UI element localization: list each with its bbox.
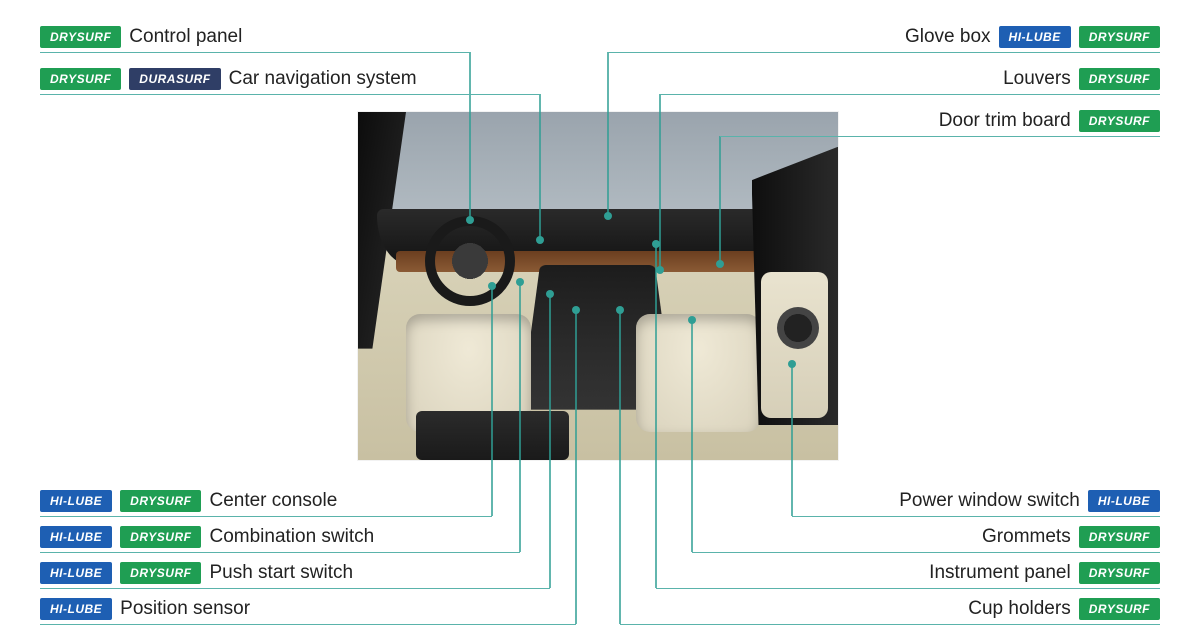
badge-drysurf: DRYSURF bbox=[1079, 598, 1160, 620]
callout-rule bbox=[40, 52, 470, 53]
badge-drysurf: DRYSURF bbox=[1079, 562, 1160, 584]
callout-car-nav: DRYSURF DURASURF Car navigation system bbox=[40, 66, 417, 92]
car-door-speaker bbox=[777, 307, 819, 349]
badge-drysurf: DRYSURF bbox=[120, 490, 201, 512]
badge-drysurf: DRYSURF bbox=[120, 526, 201, 548]
callout-rule bbox=[792, 516, 1160, 517]
callout-label: Position sensor bbox=[120, 598, 250, 620]
badge-hi-lube: HI-LUBE bbox=[40, 526, 112, 548]
callout-label: Cup holders bbox=[968, 598, 1070, 620]
callout-label: Instrument panel bbox=[929, 562, 1071, 584]
callout-rule bbox=[40, 94, 540, 95]
callout-push-start: HI-LUBE DRYSURF Push start switch bbox=[40, 560, 353, 586]
callout-power-window: Power window switch HI-LUBE bbox=[899, 488, 1160, 514]
callout-label: Combination switch bbox=[209, 526, 374, 548]
callout-rule bbox=[40, 624, 576, 625]
callout-label: Control panel bbox=[129, 26, 242, 48]
badge-durasurf: DURASURF bbox=[129, 68, 220, 90]
callout-label: Grommets bbox=[982, 526, 1071, 548]
callout-combination-switch: HI-LUBE DRYSURF Combination switch bbox=[40, 524, 374, 550]
callout-label: Car navigation system bbox=[229, 68, 417, 90]
callout-rule bbox=[720, 136, 1160, 137]
callout-label: Power window switch bbox=[899, 490, 1080, 512]
badge-drysurf: DRYSURF bbox=[1079, 68, 1160, 90]
badge-hi-lube: HI-LUBE bbox=[999, 26, 1071, 48]
car-seat-right bbox=[636, 314, 761, 432]
callout-center-console: HI-LUBE DRYSURF Center console bbox=[40, 488, 337, 514]
badge-hi-lube: HI-LUBE bbox=[1088, 490, 1160, 512]
callout-position-sensor: HI-LUBE Position sensor bbox=[40, 596, 250, 622]
callout-control-panel: DRYSURF Control panel bbox=[40, 24, 242, 50]
callout-door-trim: Door trim board DRYSURF bbox=[939, 108, 1160, 134]
callout-rule bbox=[692, 552, 1160, 553]
callout-rule bbox=[40, 588, 550, 589]
badge-drysurf: DRYSURF bbox=[1079, 110, 1160, 132]
callout-label: Door trim board bbox=[939, 110, 1071, 132]
callout-label: Push start switch bbox=[209, 562, 353, 584]
callout-rule bbox=[608, 52, 1160, 53]
callout-label: Center console bbox=[209, 490, 337, 512]
badge-drysurf: DRYSURF bbox=[120, 562, 201, 584]
callout-grommets: Grommets DRYSURF bbox=[982, 524, 1160, 550]
badge-drysurf: DRYSURF bbox=[40, 68, 121, 90]
callout-louvers: Louvers DRYSURF bbox=[1003, 66, 1160, 92]
callout-instrument-panel: Instrument panel DRYSURF bbox=[929, 560, 1160, 586]
callout-cup-holders: Cup holders DRYSURF bbox=[968, 596, 1160, 622]
callout-rule bbox=[660, 94, 1160, 95]
callout-rule bbox=[620, 624, 1160, 625]
badge-hi-lube: HI-LUBE bbox=[40, 490, 112, 512]
callout-rule bbox=[656, 588, 1160, 589]
badge-hi-lube: HI-LUBE bbox=[40, 598, 112, 620]
badge-drysurf: DRYSURF bbox=[1079, 26, 1160, 48]
badge-drysurf: DRYSURF bbox=[1079, 526, 1160, 548]
badge-drysurf: DRYSURF bbox=[40, 26, 121, 48]
car-rear-seat bbox=[416, 411, 570, 460]
diagram-stage: DRYSURF Control panel DRYSURF DURASURF Car n… bbox=[0, 0, 1200, 628]
badge-hi-lube: HI-LUBE bbox=[40, 562, 112, 584]
callout-label: Glove box bbox=[905, 26, 991, 48]
car-interior-image bbox=[358, 112, 838, 460]
callout-rule bbox=[40, 552, 520, 553]
car-steering-wheel bbox=[425, 216, 515, 306]
callout-label: Louvers bbox=[1003, 68, 1071, 90]
callout-glove-box: Glove box HI-LUBE DRYSURF bbox=[905, 24, 1160, 50]
callout-rule bbox=[40, 516, 492, 517]
